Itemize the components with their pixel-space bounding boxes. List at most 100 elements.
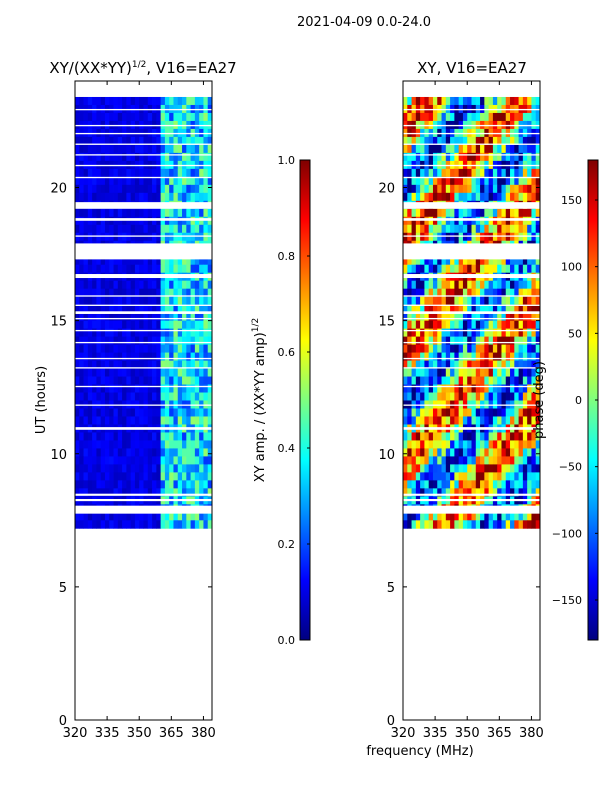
heatmap-cell bbox=[109, 376, 114, 385]
heatmap-cell bbox=[169, 176, 174, 186]
heatmap-cell bbox=[518, 184, 524, 194]
heatmap-cell bbox=[92, 392, 97, 401]
heatmap-cell bbox=[182, 280, 187, 290]
heatmap-cell bbox=[177, 480, 183, 489]
heatmap-cell bbox=[83, 312, 89, 322]
heatmap-cell bbox=[203, 112, 209, 122]
heatmap-cell bbox=[156, 448, 162, 457]
heatmap-cell bbox=[100, 192, 106, 202]
heatmap-cell bbox=[501, 392, 507, 401]
heatmap-cell bbox=[471, 344, 477, 353]
heatmap-cell bbox=[441, 392, 447, 401]
heatmap-cell bbox=[432, 336, 438, 345]
heatmap-cell bbox=[130, 144, 136, 154]
heatmap-cell bbox=[113, 296, 119, 306]
heatmap-cell bbox=[501, 408, 507, 417]
heatmap-cell bbox=[420, 280, 425, 290]
heatmap-cell bbox=[424, 376, 430, 385]
panel-phase-title-main: XY, V16=EA27 bbox=[417, 59, 527, 77]
heatmap-cell bbox=[510, 288, 515, 298]
heatmap-cell bbox=[462, 256, 468, 266]
heatmap-cell bbox=[96, 360, 102, 369]
heatmap-cell bbox=[83, 96, 89, 106]
heatmap-cell bbox=[173, 312, 179, 322]
heatmap-cell bbox=[467, 216, 472, 226]
heatmap-cell bbox=[514, 408, 519, 417]
heatmap-cell bbox=[428, 256, 434, 266]
y-tick-label: 0 bbox=[387, 714, 395, 729]
heatmap-cell bbox=[109, 392, 114, 401]
heatmap-cell bbox=[415, 472, 421, 481]
flagged-gap bbox=[75, 235, 212, 237]
heatmap-cell bbox=[535, 416, 541, 425]
heatmap-cell bbox=[428, 520, 434, 529]
heatmap-cell bbox=[194, 352, 200, 361]
heatmap-cell bbox=[467, 168, 472, 178]
heatmap-cell bbox=[207, 464, 213, 473]
heatmap-cell bbox=[420, 328, 425, 337]
heatmap-cell bbox=[484, 256, 490, 266]
heatmap-cell bbox=[160, 360, 166, 369]
heatmap-cell bbox=[186, 328, 191, 337]
heatmap-cell bbox=[83, 368, 89, 377]
heatmap-cell bbox=[79, 296, 84, 306]
heatmap-cell bbox=[522, 456, 528, 465]
heatmap-cell bbox=[437, 136, 442, 146]
heatmap-cell bbox=[471, 416, 477, 425]
y-tick-label: 20 bbox=[50, 182, 67, 197]
heatmap-cell bbox=[194, 512, 200, 521]
heatmap-cell bbox=[190, 448, 196, 457]
heatmap-cell bbox=[134, 368, 140, 377]
heatmap-cell bbox=[147, 168, 153, 178]
heatmap-cell bbox=[531, 384, 537, 393]
heatmap-cell bbox=[432, 184, 438, 194]
heatmap-cell bbox=[75, 192, 80, 202]
heatmap-cell bbox=[117, 352, 123, 361]
heatmap-cell bbox=[109, 304, 114, 314]
heatmap-cell bbox=[126, 312, 132, 322]
heatmap-cell bbox=[143, 464, 149, 473]
heatmap-cell bbox=[437, 352, 442, 361]
heatmap-cell bbox=[177, 176, 183, 186]
heatmap-cell bbox=[437, 168, 442, 178]
heatmap-cell bbox=[454, 352, 460, 361]
heatmap-cell bbox=[518, 520, 524, 529]
heatmap-cell bbox=[497, 488, 502, 497]
heatmap-cell bbox=[143, 432, 149, 441]
heatmap-cell bbox=[445, 384, 451, 393]
heatmap-cell bbox=[87, 112, 93, 122]
heatmap-cell bbox=[87, 376, 93, 385]
heatmap-cell bbox=[531, 432, 537, 441]
heatmap-cell bbox=[96, 488, 102, 497]
heatmap-cell bbox=[83, 152, 89, 162]
heatmap-cell bbox=[117, 488, 123, 497]
heatmap-cell bbox=[190, 96, 196, 106]
heatmap-cell bbox=[83, 184, 89, 194]
heatmap-cell bbox=[164, 136, 170, 146]
heatmap-cell bbox=[117, 232, 123, 242]
heatmap-cell bbox=[441, 288, 447, 298]
heatmap-cell bbox=[432, 136, 438, 146]
flagged-gap bbox=[403, 341, 540, 344]
heatmap-cell bbox=[173, 416, 179, 425]
y-tick-label: 10 bbox=[378, 448, 395, 463]
heatmap-cell bbox=[492, 176, 498, 186]
heatmap-cell bbox=[126, 440, 132, 449]
heatmap-cell bbox=[445, 432, 451, 441]
heatmap-cell bbox=[75, 224, 80, 234]
heatmap-cell bbox=[415, 192, 421, 202]
heatmap-cell bbox=[130, 256, 136, 266]
heatmap-cell bbox=[527, 336, 532, 345]
heatmap-cell bbox=[109, 512, 114, 521]
heatmap-cell bbox=[450, 176, 455, 186]
heatmap-cell bbox=[87, 408, 93, 417]
heatmap-cell bbox=[194, 320, 200, 330]
heatmap-cell bbox=[160, 408, 166, 417]
heatmap-cell bbox=[75, 288, 80, 298]
heatmap-cell bbox=[152, 184, 157, 194]
heatmap-cell bbox=[147, 288, 153, 298]
heatmap-cell bbox=[169, 464, 174, 473]
heatmap-cell bbox=[186, 280, 191, 290]
heatmap-cell bbox=[471, 488, 477, 497]
heatmap-cell bbox=[104, 336, 110, 345]
